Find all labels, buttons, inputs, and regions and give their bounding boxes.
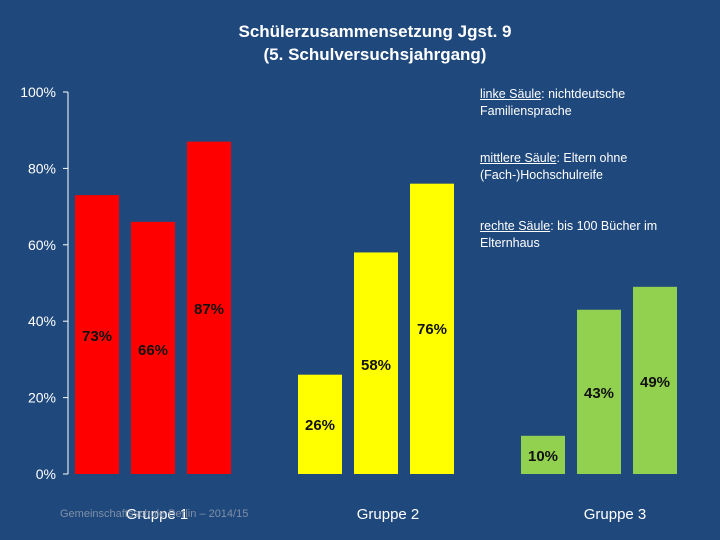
group-label: Gruppe 2	[357, 506, 420, 523]
bar	[577, 309, 621, 474]
y-tick-label: 20%	[28, 390, 56, 406]
bar	[75, 195, 119, 474]
bar-data-label: 58%	[361, 357, 391, 374]
chart-title-line1: Schülerzusammensetzung Jgst. 9	[238, 22, 512, 41]
bar	[633, 286, 677, 474]
legend-middle-bar-head: mittlere Säule	[480, 151, 557, 165]
chart-title: Schülerzusammensetzung Jgst. 9 (5. Schul…	[120, 20, 630, 66]
footer-note: Gemeinschaftsschule Berlin – 2014/15	[60, 508, 249, 520]
legend-right-bar-text: : bis 100 Bücher im Elternhaus	[480, 219, 658, 250]
bar-data-label: 26%	[305, 417, 335, 434]
y-tick-label: 100%	[20, 84, 56, 100]
bar-data-label: 10%	[528, 448, 558, 465]
legend-left-bar-text: : nichtdeutsche Familiensprache	[480, 87, 626, 118]
y-tick-label: 0%	[36, 466, 56, 482]
bar-data-label: 66%	[138, 342, 168, 359]
bar	[298, 374, 342, 474]
legend-right-bar: rechte Säule: bis 100 Bücher im Elternha…	[480, 218, 710, 252]
y-tick-label: 80%	[28, 160, 56, 176]
bar	[521, 435, 565, 474]
chart-title-line2: (5. Schulversuchsjahrgang)	[263, 45, 487, 64]
group-label: Gruppe 3	[584, 506, 647, 523]
legend-right-bar-head: rechte Säule	[480, 219, 551, 233]
bar-data-label: 76%	[417, 321, 447, 338]
bar-data-label: 87%	[194, 301, 224, 318]
bar-data-label: 49%	[640, 374, 670, 391]
legend-left-bar-head: linke Säule	[480, 87, 542, 101]
group-label: Gruppe 1	[126, 506, 189, 523]
bar-data-label: 43%	[584, 385, 614, 402]
legend-middle-bar: mittlere Säule: Eltern ohne (Fach-)Hochs…	[480, 150, 710, 184]
bar	[410, 183, 454, 474]
y-tick-label: 40%	[28, 313, 56, 329]
legend-middle-bar-text: : Eltern ohne (Fach-)Hochschulreife	[480, 151, 628, 182]
bar	[131, 221, 175, 474]
bar	[187, 141, 231, 474]
y-tick-label: 60%	[28, 237, 56, 253]
bar-data-label: 73%	[82, 328, 112, 345]
legend-left-bar: linke Säule: nichtdeutsche Familiensprac…	[480, 86, 710, 120]
bar	[354, 252, 398, 474]
